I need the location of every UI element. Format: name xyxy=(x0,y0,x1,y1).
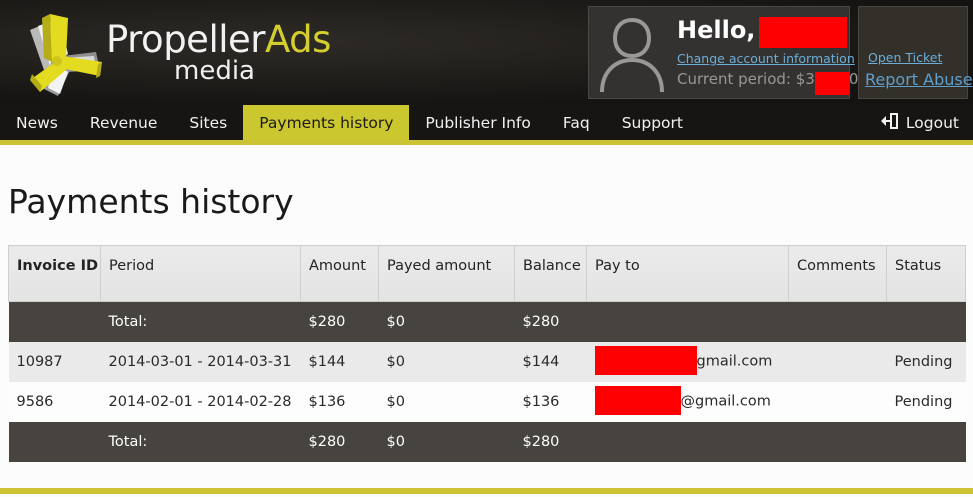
cell-pay-to: @gmail.com xyxy=(586,381,789,422)
table-total-row-top: Total: $280 $0 $280 xyxy=(8,301,966,342)
column-header-payed-amount[interactable]: Payed amount xyxy=(378,245,515,302)
column-header-pay-to[interactable]: Pay to xyxy=(586,245,789,302)
total-amount: $280 xyxy=(300,421,379,462)
total-blank-invoice xyxy=(8,421,101,462)
brand-name-part2: Ads xyxy=(264,18,331,61)
greeting-text: Hello, xyxy=(677,16,756,44)
nav-item-support[interactable]: Support xyxy=(606,105,699,140)
username-redaction xyxy=(759,17,848,48)
nav-item-faq[interactable]: Faq xyxy=(547,105,606,140)
nav-item-label: Publisher Info xyxy=(425,113,531,132)
brand-tagline: media xyxy=(174,56,255,86)
change-account-information-link[interactable]: Change account information xyxy=(677,51,855,66)
page-title: Payments history xyxy=(8,182,294,221)
cell-status: Pending xyxy=(886,341,966,382)
nav-item-payments-history[interactable]: Payments history xyxy=(243,105,410,140)
total-payed-amount: $0 xyxy=(378,301,515,342)
nav-item-label: Sites xyxy=(189,113,228,132)
column-header-amount[interactable]: Amount xyxy=(300,245,379,302)
column-header-status[interactable]: Status xyxy=(886,245,966,302)
total-payed-amount: $0 xyxy=(378,421,515,462)
total-label: Total: xyxy=(100,301,301,342)
total-blank-status xyxy=(886,421,966,462)
nav-item-sites[interactable]: Sites xyxy=(173,105,243,140)
nav-item-label: Faq xyxy=(562,113,590,132)
site-header: PropellerAds media Hello, Change account… xyxy=(0,0,973,105)
logout-label: Logout xyxy=(905,113,959,132)
logout-button[interactable]: Logout xyxy=(880,105,959,140)
column-header-invoice-id[interactable]: Invoice ID xyxy=(8,245,101,302)
cell-invoice-id: 9586 xyxy=(8,381,101,422)
cell-period: 2014-02-01 - 2014-02-28 xyxy=(100,381,301,422)
nav-item-list: News Revenue Sites Payments history Publishe… xyxy=(0,105,699,140)
pay-to-redaction xyxy=(594,386,681,415)
total-blank-payto xyxy=(586,421,789,462)
greeting-row: Hello, xyxy=(677,16,848,48)
total-blank-comments xyxy=(788,301,887,342)
cell-comments xyxy=(788,381,887,422)
nav-item-revenue[interactable]: Revenue xyxy=(74,105,174,140)
cell-period: 2014-03-01 - 2014-03-31 xyxy=(100,341,301,382)
table-header-row: Invoice ID Period Amount Payed amount Ba… xyxy=(8,245,966,302)
brand-wordmark: PropellerAds media xyxy=(106,18,331,86)
cell-payed-amount: $0 xyxy=(378,341,515,382)
nav-item-label: Support xyxy=(621,113,683,132)
main-navigation: News Revenue Sites Payments history Publishe… xyxy=(0,105,973,140)
total-balance: $280 xyxy=(514,301,587,342)
brand-logo[interactable]: PropellerAds media xyxy=(8,4,331,102)
cell-amount: $136 xyxy=(300,381,379,422)
table-total-row-bottom: Total: $280 $0 $280 xyxy=(8,421,966,462)
current-period-suffix: 0 xyxy=(848,70,859,88)
nav-item-label: News xyxy=(16,113,58,132)
cell-amount: $144 xyxy=(300,341,379,382)
total-label: Total: xyxy=(100,421,301,462)
support-panel xyxy=(858,6,968,99)
user-avatar-icon xyxy=(598,14,666,93)
pay-to-suffix: gmail.com xyxy=(696,353,773,370)
propeller-logo-icon xyxy=(10,8,110,100)
pay-to-redaction xyxy=(594,346,697,375)
header-accent-bar xyxy=(0,140,973,145)
current-period-prefix: Current period: $3 xyxy=(677,70,815,88)
current-period-row: Current period: $3 0 xyxy=(677,68,859,95)
nav-item-news[interactable]: News xyxy=(0,105,74,140)
total-balance: $280 xyxy=(514,421,587,462)
logout-arrow-icon xyxy=(880,112,898,133)
footer-accent-bar xyxy=(0,488,973,494)
nav-item-label: Revenue xyxy=(89,113,158,132)
table-body: Total: $280 $0 $280 10987 2014-03-01 - 2014-0… xyxy=(8,301,966,462)
cell-balance: $136 xyxy=(514,381,587,422)
payments-history-table: Invoice ID Period Amount Payed amount Ba… xyxy=(8,245,966,462)
total-amount: $280 xyxy=(300,301,379,342)
brand-name-part1: Propeller xyxy=(106,18,265,61)
cell-payed-amount: $0 xyxy=(378,381,515,422)
nav-item-label: Payments history xyxy=(259,113,394,132)
column-header-comments[interactable]: Comments xyxy=(788,245,887,302)
cell-pay-to: gmail.com xyxy=(586,341,789,382)
pay-to-suffix: @gmail.com xyxy=(680,393,771,410)
cell-balance: $144 xyxy=(514,341,587,382)
report-abuse-link[interactable]: Report Abuse xyxy=(865,70,973,89)
open-ticket-link[interactable]: Open Ticket xyxy=(868,50,943,65)
total-blank-payto xyxy=(586,301,789,342)
column-header-balance[interactable]: Balance xyxy=(514,245,587,302)
cell-status: Pending xyxy=(886,381,966,422)
cell-invoice-id: 10987 xyxy=(8,341,101,382)
table-row[interactable]: 9586 2014-02-01 - 2014-02-28 $136 $0 $136 @gm… xyxy=(8,381,966,422)
cell-comments xyxy=(788,341,887,382)
total-blank-comments xyxy=(788,421,887,462)
nav-item-publisher-info[interactable]: Publisher Info xyxy=(409,105,546,140)
current-period-redaction xyxy=(814,72,849,95)
table-row[interactable]: 10987 2014-03-01 - 2014-03-31 $144 $0 $144 gm… xyxy=(8,341,966,382)
total-blank-invoice xyxy=(8,301,101,342)
column-header-period[interactable]: Period xyxy=(100,245,301,302)
total-blank-status xyxy=(886,301,966,342)
